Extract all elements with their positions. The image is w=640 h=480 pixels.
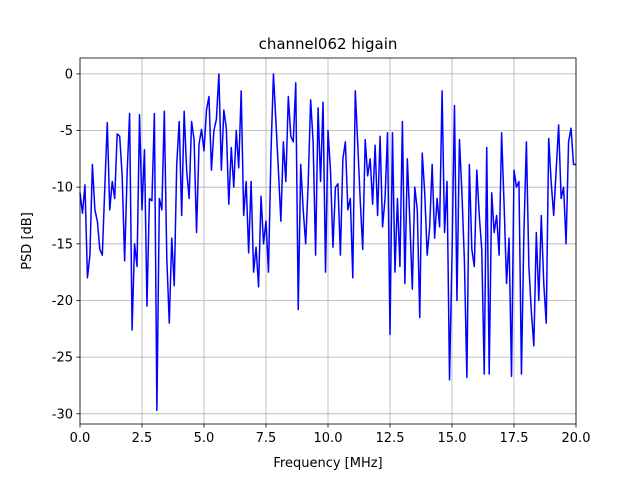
y-tick-label: 0 bbox=[65, 67, 73, 82]
x-tick-label: 7.5 bbox=[256, 431, 277, 446]
x-tick-label: 5.0 bbox=[194, 431, 215, 446]
x-tick-label: 2.5 bbox=[132, 431, 153, 446]
y-tick-label: -5 bbox=[60, 124, 73, 139]
y-tick-label: -10 bbox=[52, 181, 73, 196]
y-tick-label: -25 bbox=[52, 351, 73, 366]
y-axis-label: PSD [dB] bbox=[20, 212, 35, 270]
y-tick-label: -15 bbox=[52, 237, 73, 252]
x-tick-label: 15.0 bbox=[438, 431, 467, 446]
x-tick-label: 12.5 bbox=[376, 431, 405, 446]
data-line bbox=[79, 73, 576, 412]
x-tick-label: 17.5 bbox=[500, 431, 529, 446]
chart-title: channel062 higain bbox=[259, 35, 398, 53]
x-tick-label: 0.0 bbox=[70, 431, 91, 446]
y-tick-label: -30 bbox=[52, 407, 73, 422]
y-tick-label: -20 bbox=[52, 294, 73, 309]
x-tick-label: 10.0 bbox=[314, 431, 343, 446]
x-tick-label: 20.0 bbox=[562, 431, 591, 446]
plot-area bbox=[79, 73, 576, 412]
x-axis-label: Frequency [MHz] bbox=[273, 456, 382, 471]
